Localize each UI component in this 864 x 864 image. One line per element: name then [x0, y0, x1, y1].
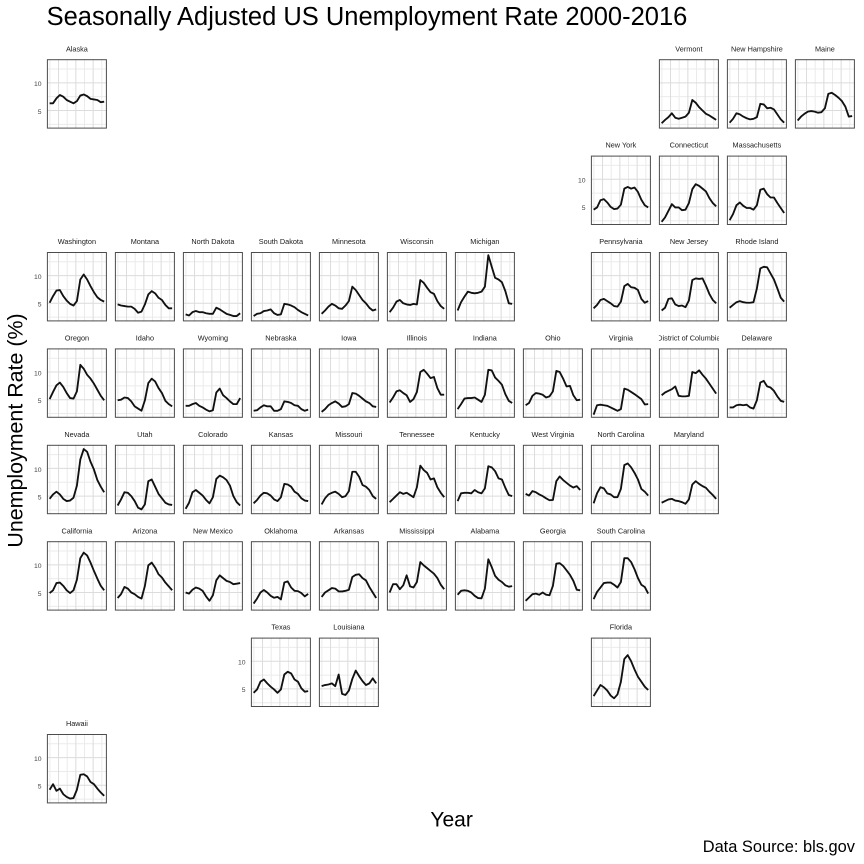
svg-text:Indiana: Indiana	[473, 334, 498, 343]
svg-text:District of Columbia: District of Columbia	[657, 334, 721, 343]
svg-text:Maryland: Maryland	[674, 430, 704, 439]
svg-text:Arizona: Arizona	[133, 526, 159, 535]
svg-text:Utah: Utah	[137, 430, 152, 439]
svg-text:Massachusetts: Massachusetts	[733, 141, 782, 150]
svg-text:Hawaii: Hawaii	[66, 719, 88, 728]
svg-text:Oregon: Oregon	[65, 334, 89, 343]
svg-text:Ohio: Ohio	[545, 334, 560, 343]
svg-text:Georgia: Georgia	[540, 526, 567, 535]
svg-text:Year: Year	[430, 808, 472, 831]
svg-text:10: 10	[34, 370, 42, 377]
svg-text:5: 5	[582, 205, 586, 212]
svg-text:5: 5	[38, 109, 42, 116]
svg-text:Florida: Florida	[610, 623, 633, 632]
svg-text:Pennsylvania: Pennsylvania	[599, 237, 643, 246]
svg-text:Louisiana: Louisiana	[333, 623, 365, 632]
svg-text:Nevada: Nevada	[64, 430, 90, 439]
svg-text:5: 5	[38, 398, 42, 405]
svg-text:Tennessee: Tennessee	[399, 430, 434, 439]
svg-text:Rhode Island: Rhode Island	[735, 237, 778, 246]
svg-text:Iowa: Iowa	[341, 334, 357, 343]
svg-text:Unemployment Rate (%): Unemployment Rate (%)	[4, 313, 28, 547]
svg-text:Connecticut: Connecticut	[670, 141, 709, 150]
svg-text:Missouri: Missouri	[335, 430, 363, 439]
svg-text:Maine: Maine	[815, 44, 835, 53]
svg-text:10: 10	[34, 563, 42, 570]
svg-text:Illinois: Illinois	[407, 334, 428, 343]
svg-text:5: 5	[38, 784, 42, 791]
svg-text:Texas: Texas	[271, 623, 290, 632]
svg-text:Washington: Washington	[58, 237, 96, 246]
svg-text:North Carolina: North Carolina	[597, 430, 645, 439]
svg-text:New Hampshire: New Hampshire	[731, 44, 783, 53]
svg-text:Minnesota: Minnesota	[332, 237, 367, 246]
svg-text:Nebraska: Nebraska	[265, 334, 297, 343]
svg-text:North Dakota: North Dakota	[191, 237, 235, 246]
svg-text:10: 10	[238, 660, 246, 667]
svg-text:Kansas: Kansas	[269, 430, 294, 439]
svg-text:California: California	[61, 526, 93, 535]
svg-text:10: 10	[34, 756, 42, 763]
svg-text:Alabama: Alabama	[470, 526, 500, 535]
svg-text:Wisconsin: Wisconsin	[400, 237, 433, 246]
svg-text:Virginia: Virginia	[609, 334, 634, 343]
svg-text:Vermont: Vermont	[675, 44, 702, 53]
svg-text:Seasonally Adjusted US Unemplo: Seasonally Adjusted US Unemployment Rate…	[47, 3, 688, 31]
svg-text:South Carolina: South Carolina	[597, 526, 646, 535]
svg-text:5: 5	[38, 591, 42, 598]
svg-text:10: 10	[34, 274, 42, 281]
svg-text:10: 10	[34, 467, 42, 474]
svg-text:Alaska: Alaska	[66, 44, 89, 53]
svg-text:Montana: Montana	[131, 237, 160, 246]
svg-text:New York: New York	[605, 141, 636, 150]
svg-text:Colorado: Colorado	[198, 430, 228, 439]
svg-text:South Dakota: South Dakota	[259, 237, 304, 246]
svg-text:Idaho: Idaho	[136, 334, 154, 343]
svg-text:Arkansas: Arkansas	[334, 526, 365, 535]
svg-text:10: 10	[34, 81, 42, 88]
svg-text:Oklahoma: Oklahoma	[264, 526, 298, 535]
svg-text:Data Source: bls.gov: Data Source: bls.gov	[703, 838, 856, 856]
svg-text:West Virginia: West Virginia	[532, 430, 576, 439]
svg-text:5: 5	[38, 302, 42, 309]
svg-text:5: 5	[38, 494, 42, 501]
svg-text:Delaware: Delaware	[741, 334, 772, 343]
svg-text:Michigan: Michigan	[470, 237, 499, 246]
svg-text:New Mexico: New Mexico	[193, 526, 233, 535]
svg-text:Wyoming: Wyoming	[198, 334, 228, 343]
svg-text:Mississippi: Mississippi	[399, 526, 435, 535]
svg-text:5: 5	[242, 687, 246, 694]
svg-text:Kentucky: Kentucky	[470, 430, 500, 439]
svg-text:10: 10	[578, 178, 586, 185]
svg-text:New Jersey: New Jersey	[670, 237, 708, 246]
